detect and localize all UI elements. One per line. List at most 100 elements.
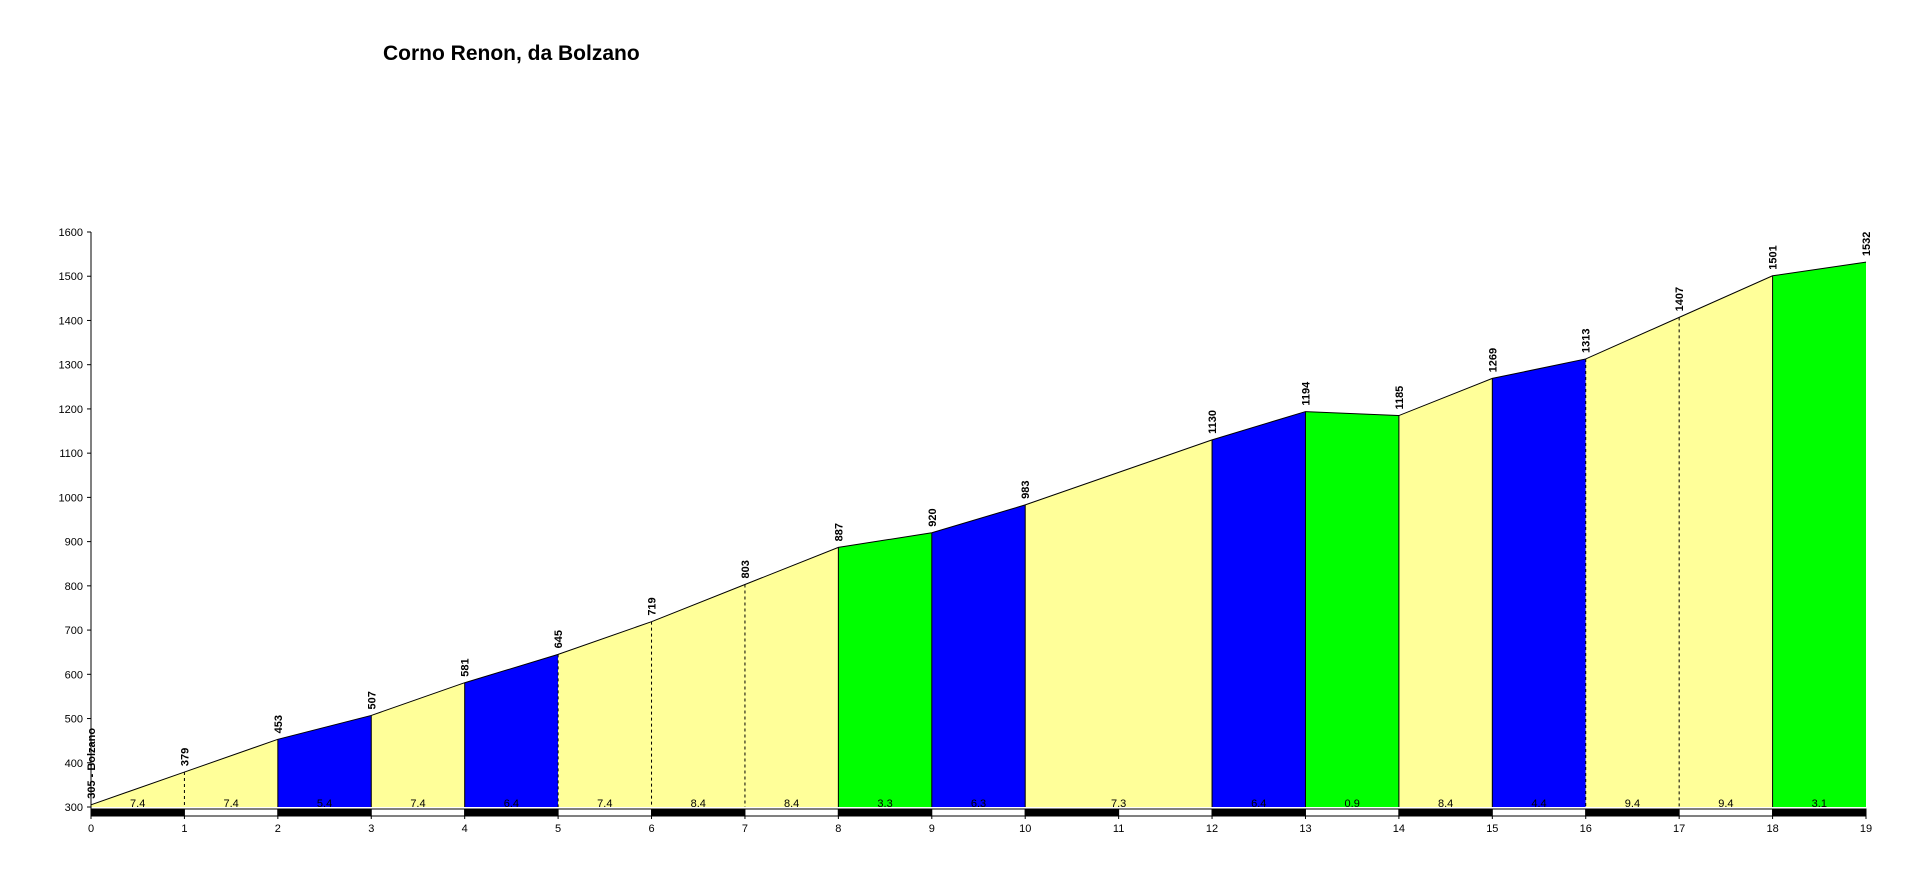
x-tick-label-3: 3 (368, 823, 374, 835)
gradient-label-6: 8.4 (691, 798, 706, 810)
y-tick-label-3: 600 (65, 669, 83, 681)
x-tick-label-12: 12 (1206, 823, 1218, 835)
segment-fill-3 (371, 682, 465, 807)
elevation-label-10: 983 (1020, 481, 1032, 499)
elevation-label-0: 305 - Bolzano (86, 728, 98, 799)
gradient-label-14: 4.4 (1531, 798, 1546, 810)
x-tick-label-8: 8 (835, 823, 841, 835)
segment-fill-15 (1585, 317, 1680, 807)
km-bar-0 (90, 808, 185, 817)
x-tick-label-6: 6 (648, 823, 654, 835)
elevation-label-3: 507 (366, 691, 378, 709)
elevation-label-1: 379 (179, 748, 191, 766)
y-tick-label-8: 1100 (59, 448, 83, 460)
x-tick-label-13: 13 (1299, 823, 1311, 835)
elevation-label-5: 645 (553, 630, 565, 648)
km-bar-3 (370, 808, 466, 817)
elevation-label-9: 920 (927, 508, 939, 526)
km-bar-12 (1211, 808, 1306, 817)
km-bar-5 (557, 808, 653, 817)
segment-fill-17 (1772, 262, 1866, 808)
elevation-label-15: 1313 (1581, 328, 1593, 352)
gradient-label-15: 9.4 (1625, 798, 1640, 810)
y-tick-label-1: 400 (65, 758, 83, 770)
km-bar-2 (277, 808, 372, 817)
x-tick-label-2: 2 (275, 823, 281, 835)
gradient-label-3: 7.4 (410, 798, 425, 810)
y-tick-label-13: 1600 (59, 227, 83, 239)
segment-fill-2 (277, 715, 372, 807)
km-bar-7 (744, 808, 839, 817)
y-tick-label-6: 900 (65, 537, 83, 549)
gradient-label-2: 5.4 (317, 798, 332, 810)
km-bar-1 (183, 808, 279, 817)
km-bar-13 (1304, 808, 1400, 817)
y-tick-label-5: 800 (65, 581, 83, 593)
gradient-label-12: 0.9 (1345, 798, 1360, 810)
elevation-label-8: 887 (833, 523, 845, 541)
x-tick-label-16: 16 (1580, 823, 1592, 835)
gradient-label-7: 8.4 (784, 798, 799, 810)
gradient-label-13: 8.4 (1438, 798, 1453, 810)
gradient-label-9: 6.3 (971, 798, 986, 810)
segment-fill-4 (464, 654, 559, 807)
segment-fill-14 (1492, 358, 1586, 807)
gradient-label-0: 7.4 (130, 798, 145, 810)
gradient-label-11: 6.4 (1251, 798, 1266, 810)
x-tick-label-11: 11 (1113, 823, 1124, 835)
km-bar-4 (464, 808, 559, 817)
elevation-label-17: 1501 (1768, 245, 1780, 269)
elevation-label-6: 719 (647, 597, 659, 615)
x-tick-label-18: 18 (1766, 823, 1778, 835)
km-bar-15 (1491, 808, 1587, 817)
km-bar-11 (1118, 808, 1213, 817)
y-tick-label-0: 300 (65, 802, 83, 814)
y-tick-label-10: 1300 (59, 360, 83, 372)
elevation-label-11: 1130 (1207, 410, 1219, 434)
elevation-label-7: 803 (740, 560, 752, 578)
segment-fill-8 (838, 532, 932, 807)
elevation-label-2: 453 (273, 715, 285, 733)
elevation-label-12: 1194 (1300, 381, 1312, 406)
elevation-label-4: 581 (460, 658, 472, 676)
gradient-label-16: 9.4 (1718, 798, 1733, 810)
x-tick-label-10: 10 (1019, 823, 1031, 835)
segment-fill-1 (184, 739, 278, 807)
x-tick-label-19: 19 (1860, 823, 1872, 835)
x-tick-label-0: 0 (88, 823, 94, 835)
km-bar-17 (1678, 808, 1774, 817)
x-tick-label-15: 15 (1486, 823, 1498, 835)
x-tick-label-17: 17 (1673, 823, 1685, 835)
elevation-label-18: 1532 (1861, 232, 1873, 256)
segment-fill-9 (931, 504, 1026, 807)
segment-fill-5 (558, 621, 652, 807)
y-tick-label-2: 500 (65, 714, 83, 726)
km-bar-9 (931, 808, 1026, 817)
y-tick-label-4: 700 (65, 625, 83, 637)
x-tick-label-7: 7 (742, 823, 748, 835)
km-bar-14 (1398, 808, 1493, 817)
y-tick-label-9: 1200 (59, 404, 83, 416)
gradient-label-1: 7.4 (223, 798, 238, 810)
profile-line (90, 261, 1867, 806)
segment-fill-6 (651, 584, 745, 807)
gradient-label-4: 6.4 (504, 798, 519, 810)
segment-fill-11 (1212, 411, 1306, 807)
x-tick-label-14: 14 (1393, 823, 1405, 835)
segment-fill-12 (1305, 411, 1399, 807)
chart-title: Corno Renon, da Bolzano (383, 42, 640, 65)
km-bar-10 (1024, 808, 1120, 817)
x-tick-label-1: 1 (181, 823, 187, 835)
y-tick-label-7: 1000 (59, 492, 83, 504)
gradient-label-10: 7.3 (1111, 798, 1126, 810)
x-tick-label-9: 9 (929, 823, 935, 835)
gradient-label-17: 3.1 (1812, 798, 1827, 810)
elevation-label-13: 1185 (1394, 386, 1406, 410)
y-tick-label-11: 1400 (59, 315, 83, 327)
elevation-label-14: 1269 (1487, 348, 1499, 372)
x-tick-label-4: 4 (462, 823, 468, 835)
gradient-label-8: 3.3 (877, 798, 892, 810)
km-bar-6 (651, 808, 746, 817)
km-bar-8 (837, 808, 933, 817)
